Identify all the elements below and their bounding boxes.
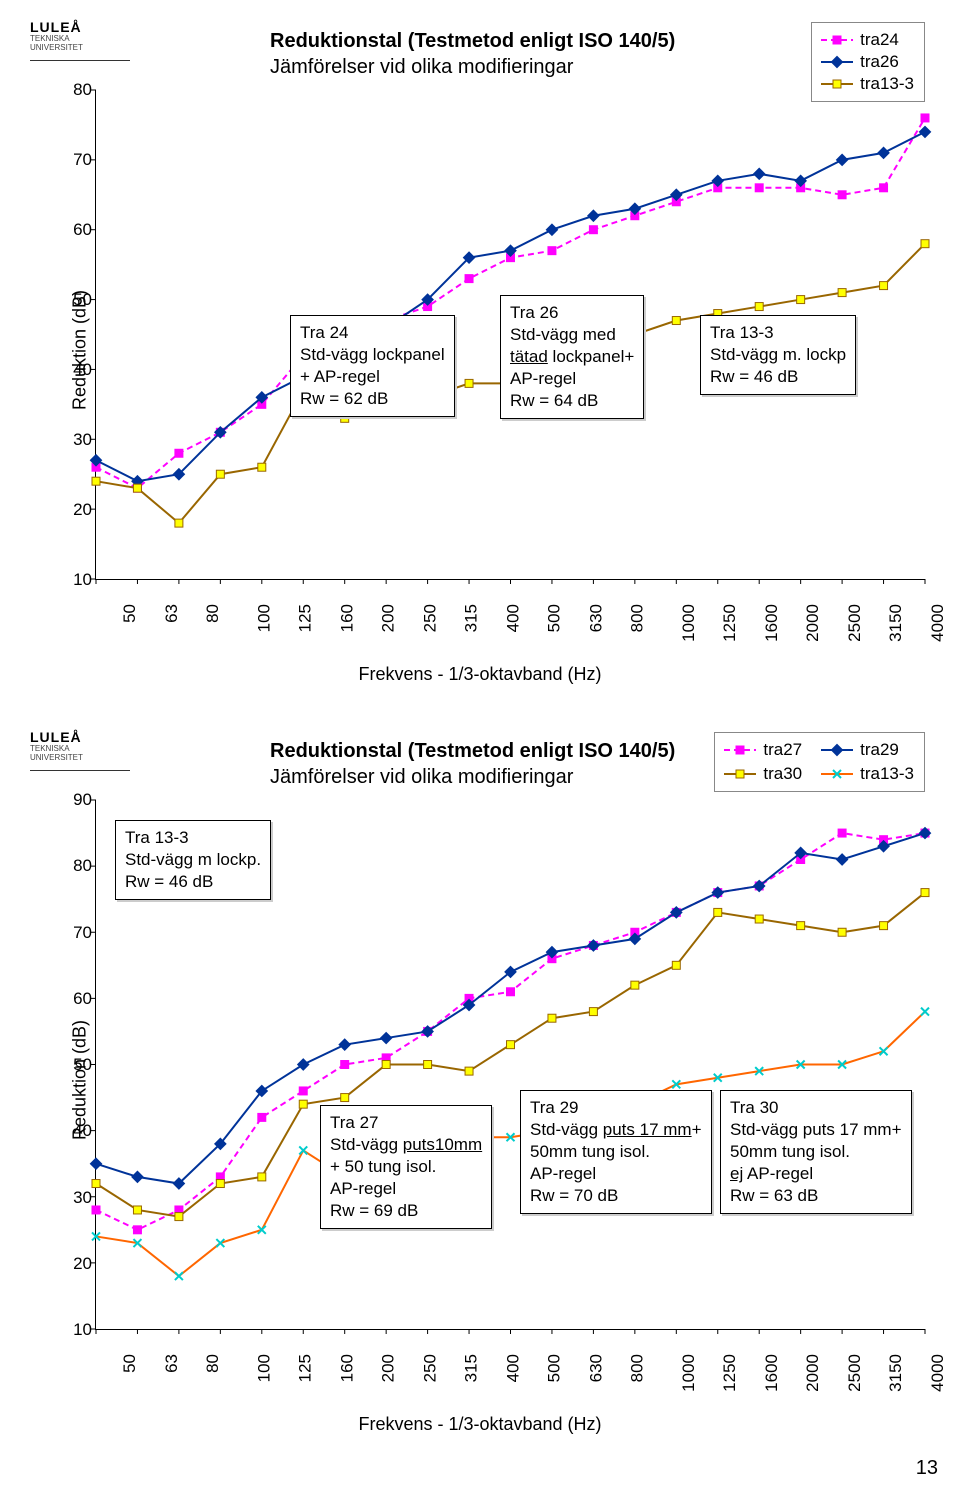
x-tick-label: 160	[337, 1354, 357, 1382]
chart-1-title: Reduktionstal (Testmetod enligt ISO 140/…	[270, 28, 675, 80]
x-tick-label: 2500	[844, 1354, 864, 1392]
info-box: Tra 13-3Std-vägg m. lockpRw = 46 dB	[700, 315, 856, 395]
logo: LULEÅTEKNISKAUNIVERSITET	[30, 730, 130, 771]
y-tick-label: 10	[70, 1320, 92, 1340]
x-tick-label: 250	[420, 604, 440, 632]
x-tick-label: 1600	[761, 1354, 781, 1392]
chart-2-xlabel: Frekvens - 1/3-oktavband (Hz)	[358, 1414, 601, 1435]
x-tick-label: 2000	[803, 604, 823, 642]
x-tick-label: 200	[378, 604, 398, 632]
chart-2-title-bold: Reduktionstal (Testmetod enligt ISO 140/…	[270, 740, 675, 762]
chart-2-title-sub: Jämförelser vid olika modifieringar	[270, 766, 573, 788]
logo: LULEÅTEKNISKAUNIVERSITET	[30, 20, 130, 61]
x-tick-label: 160	[337, 604, 357, 632]
chart-2-legend: tra27 tra29 tra30 tra13-3	[714, 732, 925, 792]
x-tick-label: 315	[461, 604, 481, 632]
y-tick-label: 60	[70, 220, 92, 240]
x-tick-label: 3150	[886, 604, 906, 642]
y-tick-label: 20	[70, 500, 92, 520]
x-tick-label: 800	[627, 604, 647, 632]
chart-1: LULEÅTEKNISKAUNIVERSITET Reduktionstal (…	[20, 10, 940, 690]
x-tick-label: 315	[461, 1354, 481, 1382]
y-tick-label: 70	[70, 150, 92, 170]
x-tick-label: 50	[120, 604, 140, 623]
y-tick-label: 50	[70, 1055, 92, 1075]
info-box: Tra 29Std-vägg puts 17 mm+50mm tung isol…	[520, 1090, 712, 1214]
y-tick-label: 40	[70, 360, 92, 380]
y-tick-label: 60	[70, 989, 92, 1009]
chart-2: LULEÅTEKNISKAUNIVERSITET Reduktionstal (…	[20, 720, 940, 1440]
x-tick-label: 1000	[678, 1354, 698, 1392]
x-tick-label: 80	[203, 1354, 223, 1373]
legend-label: tra13-3	[860, 764, 914, 784]
x-tick-label: 100	[254, 604, 274, 632]
chart-1-xlabel: Frekvens - 1/3-oktavband (Hz)	[358, 664, 601, 685]
chart-1-title-bold: Reduktionstal (Testmetod enligt ISO 140/…	[270, 30, 675, 52]
x-tick-label: 200	[378, 1354, 398, 1382]
x-tick-label: 4000	[927, 604, 947, 642]
info-box: Tra 13-3Std-vägg m lockp.Rw = 46 dB	[115, 820, 271, 900]
chart-1-title-sub: Jämförelser vid olika modifieringar	[270, 56, 573, 78]
legend-label: tra24	[860, 30, 899, 50]
x-tick-label: 3150	[886, 1354, 906, 1392]
y-tick-label: 30	[70, 430, 92, 450]
legend-item: tra24	[820, 29, 914, 51]
x-tick-label: 100	[254, 1354, 274, 1382]
y-tick-label: 90	[70, 790, 92, 810]
x-tick-label: 1000	[678, 604, 698, 642]
x-tick-label: 400	[503, 1354, 523, 1382]
info-box: Tra 27Std-vägg puts10mm+ 50 tung isol.AP…	[320, 1105, 492, 1229]
info-box: Tra 24Std-vägg lockpanel+ AP-regelRw = 6…	[290, 315, 455, 417]
x-tick-label: 500	[544, 1354, 564, 1382]
x-tick-label: 125	[295, 1354, 315, 1382]
legend-item: tra29	[820, 739, 914, 761]
legend-label: tra29	[860, 740, 899, 760]
y-tick-label: 20	[70, 1254, 92, 1274]
y-tick-label: 80	[70, 80, 92, 100]
x-tick-label: 500	[544, 604, 564, 632]
x-tick-label: 400	[503, 604, 523, 632]
info-box: Tra 26Std-vägg medtätad lockpanel+AP-reg…	[500, 295, 644, 419]
x-tick-label: 2000	[803, 1354, 823, 1392]
x-tick-label: 125	[295, 604, 315, 632]
y-tick-label: 10	[70, 570, 92, 590]
y-tick-label: 80	[70, 856, 92, 876]
x-tick-label: 1600	[761, 604, 781, 642]
x-tick-label: 1250	[720, 1354, 740, 1392]
x-tick-label: 1250	[720, 604, 740, 642]
legend-label: tra26	[860, 52, 899, 72]
legend-label: tra30	[763, 764, 802, 784]
x-tick-label: 63	[161, 1354, 181, 1373]
legend-item: tra30	[723, 763, 802, 785]
chart-2-title: Reduktionstal (Testmetod enligt ISO 140/…	[270, 738, 675, 790]
legend-item: tra27	[723, 739, 802, 761]
x-tick-label: 80	[203, 604, 223, 623]
y-tick-label: 50	[70, 290, 92, 310]
x-tick-label: 63	[161, 604, 181, 623]
legend-item: tra13-3	[820, 763, 914, 785]
x-tick-label: 630	[586, 1354, 606, 1382]
y-tick-label: 70	[70, 923, 92, 943]
x-tick-label: 2500	[844, 604, 864, 642]
x-tick-label: 50	[120, 1354, 140, 1373]
page-number: 13	[916, 1457, 938, 1480]
legend-label: tra27	[763, 740, 802, 760]
x-tick-label: 800	[627, 1354, 647, 1382]
y-tick-label: 40	[70, 1121, 92, 1141]
legend-item: tra26	[820, 51, 914, 73]
x-tick-label: 4000	[927, 1354, 947, 1392]
x-tick-label: 250	[420, 1354, 440, 1382]
info-box: Tra 30Std-vägg puts 17 mm+50mm tung isol…	[720, 1090, 912, 1214]
page: LULEÅTEKNISKAUNIVERSITET Reduktionstal (…	[0, 0, 960, 1492]
y-tick-label: 30	[70, 1188, 92, 1208]
x-tick-label: 630	[586, 604, 606, 632]
